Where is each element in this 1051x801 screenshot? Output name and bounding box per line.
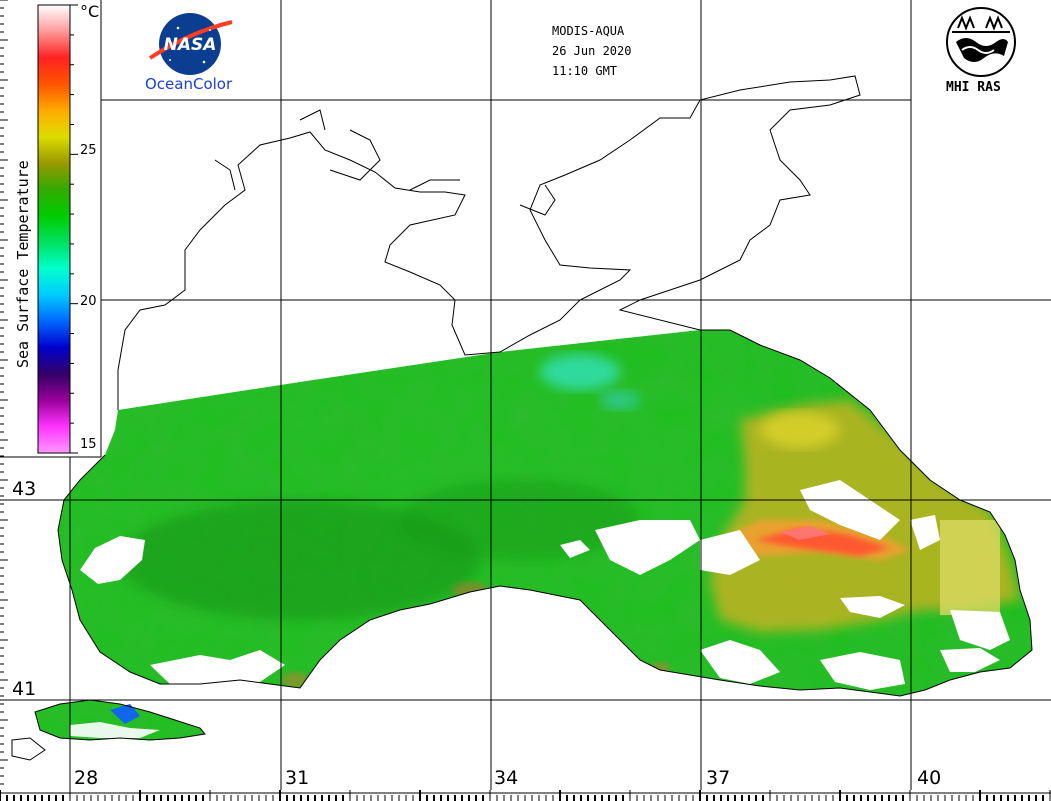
cloud-gaps <box>80 480 1010 690</box>
left-ruler <box>0 0 8 785</box>
satellite-name: MODIS-AQUA <box>552 24 625 38</box>
mhi-ras-label: MHI RAS <box>946 80 1001 95</box>
sea-surface <box>58 330 1032 696</box>
marmara-sea <box>11 699 206 761</box>
colorbar-tick-25: 25 <box>80 143 97 158</box>
lon-label-34: 34 <box>494 767 519 789</box>
colorbar-ticks <box>70 4 78 454</box>
lon-label-31: 31 <box>285 767 310 789</box>
lon-label-28: 28 <box>74 767 99 789</box>
colorbar-unit: °C <box>80 2 100 21</box>
colorbar-title: Sea Surface Temperature <box>14 160 32 368</box>
lat-label-43: 43 <box>12 478 37 500</box>
lat-label-41: 41 <box>12 678 37 700</box>
mhi-ras-emblem-icon <box>946 7 1016 77</box>
colorbar-tick-15: 15 <box>80 437 97 452</box>
acquisition-date: 26 Jun 2020 <box>552 44 632 58</box>
lon-label-40: 40 <box>917 767 942 789</box>
lon-label-37: 37 <box>706 767 731 789</box>
nasa-logo: NASA <box>148 13 233 75</box>
oceancolor-label: OceanColor <box>145 75 233 93</box>
acquisition-time: 11:10 GMT <box>552 64 618 78</box>
nasa-wordmark: NASA <box>164 35 217 55</box>
coastline <box>57 75 1033 697</box>
colorbar-tick-20: 20 <box>80 294 97 309</box>
bottom-ruler <box>0 790 1051 801</box>
colorbar <box>37 4 71 454</box>
